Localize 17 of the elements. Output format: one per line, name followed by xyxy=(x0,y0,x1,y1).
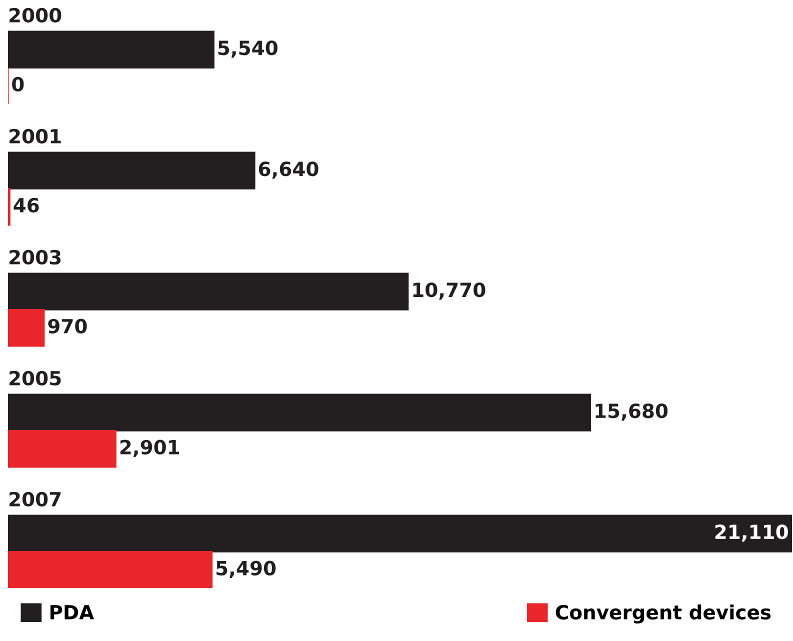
y-tick-label: 2001 xyxy=(10,128,61,144)
y-tick-label: 2003 xyxy=(10,250,61,265)
y-tick-label: 2000 xyxy=(10,8,62,23)
data-label: 10,770 xyxy=(413,282,486,300)
data-label: 5,490 xyxy=(216,560,276,578)
data-label: 970 xyxy=(48,318,87,334)
y-tick-label: 2007 xyxy=(10,492,61,507)
legend-label: Convergent devices xyxy=(556,604,771,624)
data-label: 15,680 xyxy=(596,404,668,421)
data-label: 2,901 xyxy=(120,440,180,457)
data-label: 5,540 xyxy=(218,40,278,58)
data-label: 6,640 xyxy=(258,162,318,179)
data-label: 21,110 xyxy=(715,524,788,542)
data-label: 0 xyxy=(12,76,24,92)
y-tick-label: 2005 xyxy=(10,370,61,386)
legend-label: PDA xyxy=(50,605,94,620)
data-label: 46 xyxy=(14,198,39,213)
